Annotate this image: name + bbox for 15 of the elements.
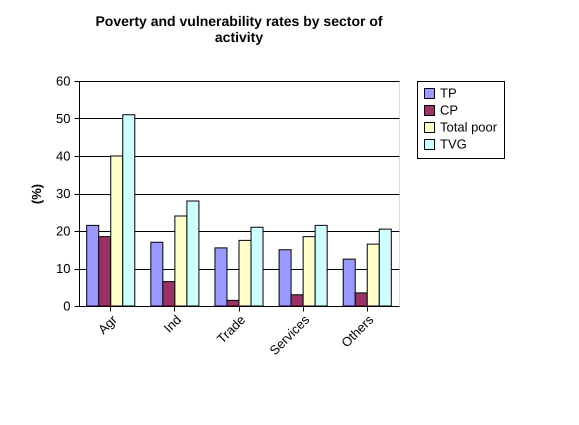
y-tick-label: 40 — [56, 148, 70, 164]
chart-title: Poverty and vulnerability rates by sector of activity — [95, 13, 383, 45]
y-tick-label: 50 — [56, 111, 70, 126]
x-tick-label: Ind — [160, 312, 184, 336]
legend-label: Total poor — [440, 120, 498, 134]
y-axis-title: (%) — [29, 184, 44, 204]
y-tick-label: 10 — [56, 261, 70, 276]
y-tick-label: 0 — [63, 298, 70, 314]
y-tick-label: 30 — [56, 186, 70, 201]
x-tick-label: Agr — [95, 312, 120, 337]
legend-label: TVG — [440, 136, 467, 152]
legend-label: TP — [440, 86, 457, 100]
y-tick-label: 60 — [56, 74, 70, 88]
y-tick-label: 20 — [56, 224, 70, 238]
legend-label: CP — [440, 102, 458, 118]
